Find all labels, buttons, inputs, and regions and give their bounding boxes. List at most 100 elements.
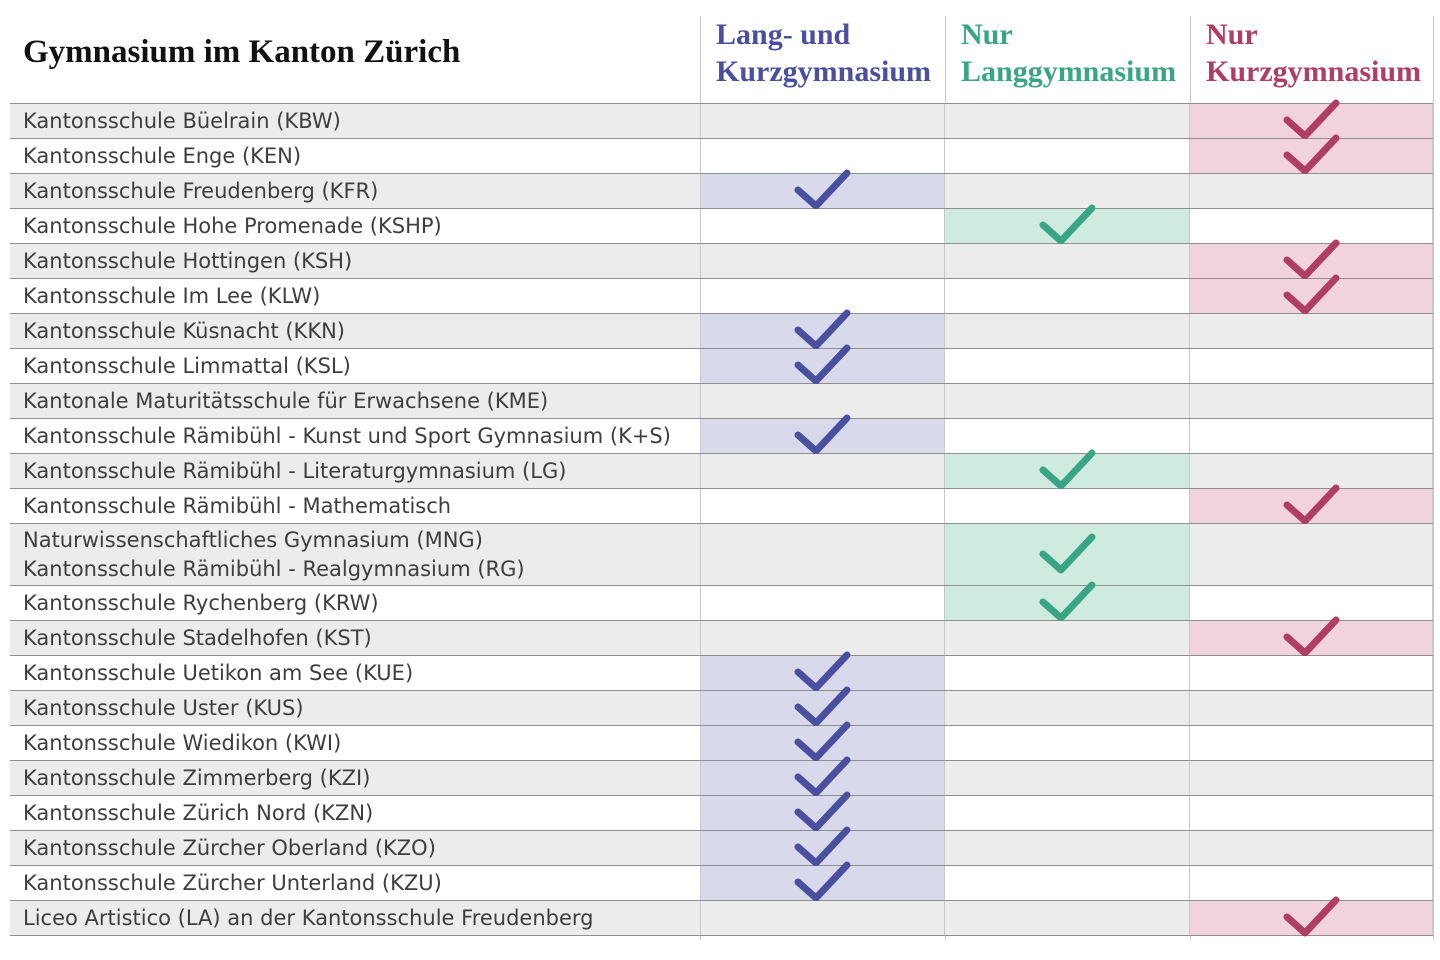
cell-lang <box>944 314 1189 348</box>
cell-lang <box>944 901 1189 935</box>
cell-both <box>699 621 945 655</box>
table-row: Kantonsschule Rämibühl - Literaturgymnas… <box>10 449 1433 490</box>
cell-both <box>699 586 945 620</box>
cell-kurz <box>1189 616 1433 657</box>
check-icon <box>1283 616 1340 657</box>
cell-lang <box>944 691 1189 725</box>
school-name-line: Kantonsschule Zürich Nord (KZN) <box>23 800 374 825</box>
school-name-line: Kantonsschule Rämibühl - Kunst und Sport… <box>23 423 671 448</box>
school-name: Kantonsschule Büelrain (KBW) <box>10 104 700 138</box>
cell-both <box>699 169 945 210</box>
cell-lang <box>944 279 1189 313</box>
check-icon <box>794 826 851 867</box>
school-name-line: Naturwissenschaftliches Gymnasium (MNG) <box>23 527 483 552</box>
cell-lang <box>944 524 1190 585</box>
school-name-line: Kantonsschule Enge (KEN) <box>23 143 302 168</box>
school-name: Kantonsschule Im Lee (KLW) <box>10 279 700 313</box>
cell-kurz <box>1189 314 1433 348</box>
cell-lang <box>944 831 1189 865</box>
school-name: Kantonsschule Stadelhofen (KST) <box>10 621 700 655</box>
cell-both <box>699 651 945 692</box>
cell-lang <box>944 866 1189 900</box>
check-icon <box>794 861 851 902</box>
school-name-line: Kantonsschule Hottingen (KSH) <box>23 248 353 273</box>
table-row: Kantonsschule Zürcher Oberland (KZO) <box>10 826 1433 867</box>
cell-both <box>699 901 945 935</box>
cell-lang <box>944 349 1189 383</box>
cell-kurz <box>1189 796 1433 830</box>
school-name: Kantonsschule Zürich Nord (KZN) <box>10 796 700 830</box>
cell-kurz <box>1189 691 1433 725</box>
cell-kurz <box>1189 656 1433 690</box>
school-name: Kantonsschule Wiedikon (KWI) <box>10 726 700 760</box>
school-name: Kantonale Maturitätsschule für Erwachsen… <box>10 384 700 418</box>
school-name-line: Kantonsschule Uetikon am See (KUE) <box>23 660 414 685</box>
check-icon <box>794 344 851 385</box>
cell-both <box>699 104 945 138</box>
cell-both <box>699 309 945 350</box>
table-row: Kantonsschule Hohe Promenade (KSHP) <box>10 204 1433 245</box>
cell-lang <box>944 139 1189 173</box>
table-row: Kantonsschule Küsnacht (KKN) <box>10 309 1433 350</box>
cell-lang <box>944 244 1189 278</box>
table-row: Kantonsschule Enge (KEN) <box>10 134 1433 175</box>
school-name: Kantonsschule Hottingen (KSH) <box>10 244 700 278</box>
check-icon <box>1283 99 1340 140</box>
table-row: Kantonsschule Zimmerberg (KZI) <box>10 756 1433 797</box>
table-row: Kantonsschule Rämibühl - Mathematisch <box>10 484 1433 525</box>
column-header-line: Kurzgymnasium <box>1206 55 1422 88</box>
table-row: Kantonsschule Im Lee (KLW) <box>10 274 1433 315</box>
cell-both <box>699 489 945 523</box>
check-icon <box>794 309 851 350</box>
table-row: Kantonsschule Uster (KUS) <box>10 686 1433 727</box>
cell-lang <box>944 656 1189 690</box>
school-name-line: Kantonsschule Wiedikon (KWI) <box>23 730 342 755</box>
table-row: Kantonsschule Wiedikon (KWI) <box>10 721 1433 762</box>
school-name-line: Kantonsschule Zimmerberg (KZI) <box>23 765 371 790</box>
cell-lang <box>944 204 1190 245</box>
table-row: Kantonsschule Büelrain (KBW) <box>10 99 1433 140</box>
cell-lang <box>944 726 1189 760</box>
cell-lang <box>944 174 1189 208</box>
column-header-lang-und-kurzgymnasium: Lang- und Kurzgymnasium <box>716 16 931 90</box>
school-name-line: Kantonsschule Rämibühl - Literaturgymnas… <box>23 458 567 483</box>
cell-both <box>699 756 945 797</box>
cell-both <box>699 384 945 418</box>
cell-kurz <box>1189 761 1433 795</box>
cell-kurz <box>1189 239 1433 280</box>
check-icon <box>1039 449 1096 490</box>
table-row: Kantonsschule Limmattal (KSL) <box>10 344 1433 385</box>
table-row: Kantonsschule Stadelhofen (KST) <box>10 616 1433 657</box>
school-name: Kantonsschule Rämibühl - Kunst und Sport… <box>10 419 700 453</box>
cell-kurz <box>1189 349 1433 383</box>
school-name: Kantonsschule Uster (KUS) <box>10 691 700 725</box>
school-name-line: Kantonsschule Rämibühl - Realgymnasium (… <box>23 556 525 581</box>
column-divider <box>1433 16 1434 940</box>
check-icon <box>794 414 851 455</box>
cell-lang <box>944 621 1189 655</box>
cell-both <box>699 524 945 585</box>
cell-both <box>699 344 945 385</box>
cell-both <box>699 139 945 173</box>
cell-both <box>699 244 945 278</box>
school-name: Liceo Artistico (LA) an der Kantonsschul… <box>10 901 700 935</box>
column-header-line: Kurzgymnasium <box>716 55 932 88</box>
school-name: Kantonsschule Zürcher Unterland (KZU) <box>10 866 700 900</box>
cell-kurz <box>1189 866 1433 900</box>
table-row: Liceo Artistico (LA) an der Kantonsschul… <box>10 896 1433 937</box>
school-name: Kantonsschule Rychenberg (KRW) <box>10 586 700 620</box>
cell-both <box>699 721 945 762</box>
column-header-nur-kurzgymnasium: Nur Kurzgymnasium <box>1206 16 1421 90</box>
cell-kurz <box>1189 454 1433 488</box>
cell-both <box>699 861 945 902</box>
cell-lang <box>944 449 1190 490</box>
cell-kurz <box>1189 726 1433 760</box>
table-row: Kantonsschule Zürich Nord (KZN) <box>10 791 1433 832</box>
check-icon <box>1039 533 1096 573</box>
check-icon <box>1283 484 1340 525</box>
cell-both <box>699 279 945 313</box>
school-name-line: Kantonsschule Im Lee (KLW) <box>23 283 321 308</box>
school-name-line: Kantonsschule Freudenberg (KFR) <box>23 178 379 203</box>
school-name-line: Kantonsschule Zürcher Unterland (KZU) <box>23 870 442 895</box>
